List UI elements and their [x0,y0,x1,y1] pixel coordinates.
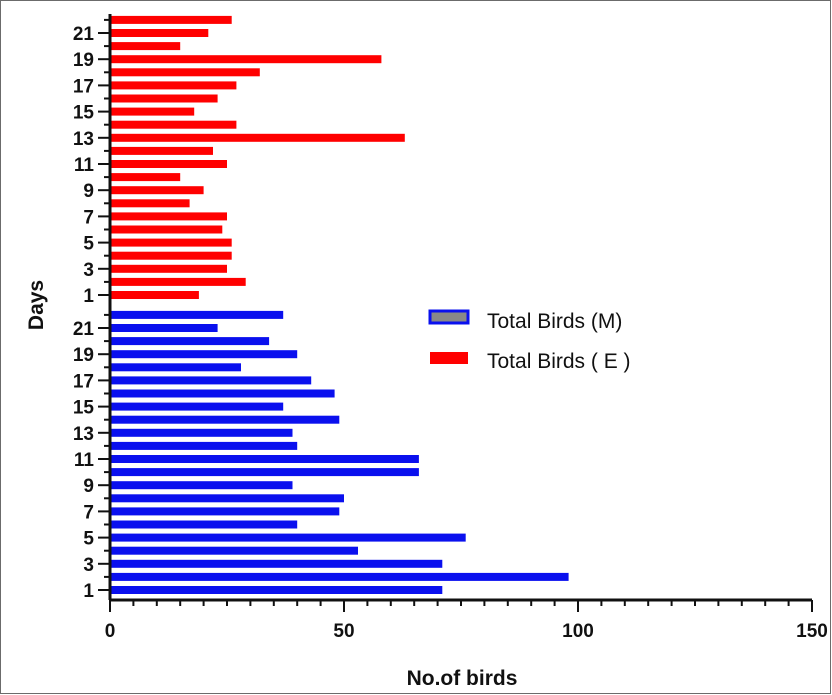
y-tick-label-e-21: 21 [73,24,95,45]
bar-m-day-9 [110,481,293,490]
x-tick-label-0: 0 [105,621,116,642]
bar-m-day-12 [110,441,298,450]
bar-e-day-9 [110,186,204,195]
y-tick-label-m-11: 11 [74,450,95,471]
bar-m-day-22 [110,310,284,319]
legend: Total Birds (M) Total Birds ( E ) [428,309,631,373]
y-tick-label-e-11: 11 [74,155,95,176]
x-tick-label-50: 50 [333,621,354,642]
x-axis-title: No.of birds [407,667,518,690]
y-tick-label-e-19: 19 [73,50,94,71]
bar-e-day-7 [110,212,227,221]
y-tick-label-m-19: 19 [73,345,94,366]
legend-swatch-m [428,309,470,325]
bar-e-day-17 [110,81,237,90]
bar-m-day-5 [110,533,466,542]
bar-m-day-1 [110,586,443,594]
legend-swatch-e [430,352,468,364]
bar-e-day-6 [110,225,223,234]
y-tick-label-e-9: 9 [83,181,94,202]
y-tick-label-m-9: 9 [83,476,94,497]
legend-label-m: Total Birds (M) [487,310,622,333]
bar-e-day-19 [110,55,382,64]
bar-m-day-10 [110,468,419,477]
bar-m-day-18 [110,363,241,372]
bar-e-day-1 [110,291,199,299]
bar-m-day-21 [110,324,218,332]
y-tick-label-m-5: 5 [83,529,94,550]
bars-layer [110,15,569,594]
y-tick-label-e-1: 1 [83,286,94,307]
y-tick-label-m-7: 7 [83,502,94,523]
bar-m-day-16 [110,389,335,398]
y-tick-label-m-1: 1 [83,581,94,602]
bar-m-day-11 [110,455,419,463]
bar-m-day-3 [110,559,443,568]
bar-m-day-14 [110,415,340,424]
bar-m-day-15 [110,402,284,411]
bar-e-day-20 [110,42,181,51]
y-tick-label-e-3: 3 [83,260,94,281]
bar-e-day-10 [110,173,181,182]
y-tick-label-m-3: 3 [83,555,94,576]
bar-e-day-2 [110,277,246,286]
bar-e-day-4 [110,251,232,260]
bar-e-day-8 [110,199,190,208]
y-tick-label-m-17: 17 [73,371,94,392]
bar-m-day-7 [110,507,340,516]
y-tick-label-m-21: 21 [73,319,95,340]
y-axis-title: Days [25,280,48,330]
y-tick-label-e-17: 17 [73,76,94,97]
bar-e-day-11 [110,160,227,168]
legend-label-e: Total Birds ( E ) [487,350,631,373]
bar-m-day-4 [110,546,358,555]
bar-m-day-2 [110,572,569,581]
y-tick-label-e-15: 15 [73,103,95,124]
y-tick-label-e-7: 7 [83,207,94,228]
bar-m-day-8 [110,494,344,503]
bar-e-day-15 [110,107,195,116]
bar-m-day-17 [110,376,312,385]
y-tick-label-m-15: 15 [73,398,95,419]
bar-e-day-13 [110,133,405,142]
bar-m-day-19 [110,350,298,359]
x-tick-label-100: 100 [562,621,594,642]
bar-e-day-18 [110,68,260,77]
y-tick-label-e-5: 5 [83,234,94,255]
bar-e-day-16 [110,94,218,103]
bar-e-day-14 [110,120,237,129]
x-tick-label-150: 150 [796,621,828,642]
bar-e-day-12 [110,146,213,155]
bar-e-day-5 [110,238,232,247]
y-tick-label-m-13: 13 [73,424,94,445]
y-tick-label-e-13: 13 [73,129,94,150]
bar-m-day-13 [110,428,293,437]
bar-e-day-22 [110,15,232,24]
bar-m-day-6 [110,520,298,529]
bar-e-day-3 [110,264,227,273]
bar-e-day-21 [110,29,209,37]
bar-m-day-20 [110,337,270,346]
